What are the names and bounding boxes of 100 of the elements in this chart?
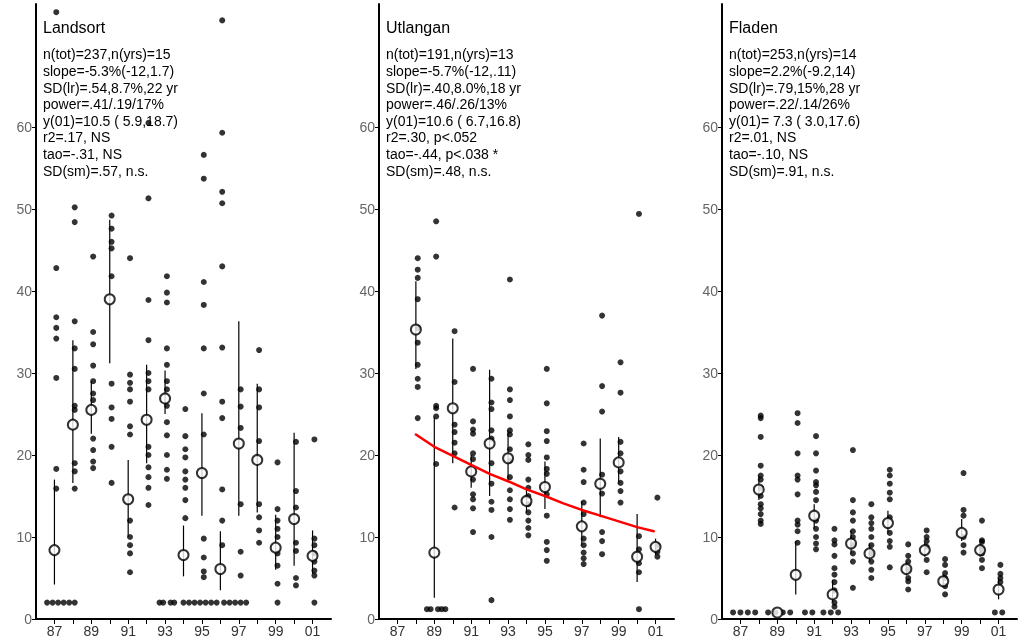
y-tick-label: 60 xyxy=(16,119,33,135)
point xyxy=(177,549,190,562)
text: Fladen xyxy=(729,18,778,36)
annotation: n(tot)=253,n(yrs)=14 xyxy=(729,46,857,63)
y-tick-label: 20 xyxy=(359,447,376,463)
y-tick-label: 40 xyxy=(16,283,33,299)
x-tick-label: 93 xyxy=(500,623,517,639)
y-tick-label: 10 xyxy=(359,529,376,545)
point xyxy=(232,437,245,450)
line-series xyxy=(414,433,655,533)
annotation: n(tot)=237,n(yrs)=15 xyxy=(43,46,171,63)
y-tick-label: 50 xyxy=(359,201,376,217)
annotation: tao=-.10, NS xyxy=(729,145,808,162)
point xyxy=(409,323,422,336)
x-tick-label: 91 xyxy=(120,623,137,639)
point xyxy=(992,583,1005,596)
annotation: SD(sm)=.48, n.s. xyxy=(386,162,492,179)
annotation: slope=-5.7%(-12,.11) xyxy=(386,62,517,79)
y-tick-label: 60 xyxy=(359,119,376,135)
x-tick-label: 93 xyxy=(843,623,860,639)
point xyxy=(122,493,135,506)
text: Landsort xyxy=(43,18,106,36)
text: Utlangan xyxy=(386,18,451,36)
annotation: slope=2.2%(-9.2,14) xyxy=(729,62,856,79)
annotation: r2=.01, NS xyxy=(729,129,797,146)
point xyxy=(594,477,607,490)
y-tick-label: 0 xyxy=(24,611,33,627)
annotation: y(01)= 7.3 ( 3.0,17.6) xyxy=(729,112,861,129)
point xyxy=(845,537,858,550)
y-tick-label: 0 xyxy=(367,611,376,627)
point xyxy=(502,452,515,465)
y-tick-label: 20 xyxy=(16,447,33,463)
point xyxy=(918,544,931,557)
point xyxy=(446,402,459,415)
x-tick-label: 95 xyxy=(880,623,896,639)
point xyxy=(955,526,968,539)
annotation: power=.46/.26/13% xyxy=(386,96,508,113)
point xyxy=(251,453,264,466)
point xyxy=(159,392,172,405)
point xyxy=(538,480,551,493)
y-tick-label: 50 xyxy=(702,201,719,217)
point xyxy=(483,437,496,450)
x-tick-label: 99 xyxy=(953,623,970,639)
point xyxy=(863,547,876,560)
y-tick-label: 60 xyxy=(702,119,719,135)
point xyxy=(288,512,301,525)
point xyxy=(881,517,894,530)
annotation: SD(lr)=.79,15%,28 yr xyxy=(729,79,861,96)
point xyxy=(85,403,98,416)
annotation: tao=-.44, p<.038 * xyxy=(386,145,499,162)
point xyxy=(66,418,79,431)
x-tick-label: 97 xyxy=(917,623,933,639)
point xyxy=(428,546,441,559)
y-tick-label: 30 xyxy=(702,365,719,381)
point xyxy=(900,562,913,575)
point xyxy=(771,606,784,619)
annotation: n(tot)=191,n(yrs)=13 xyxy=(386,46,514,63)
x-tick-label: 99 xyxy=(610,623,627,639)
annotation: y(01)=10.5 ( 5.9,18.7) xyxy=(43,112,179,129)
point xyxy=(306,549,319,562)
point xyxy=(214,562,227,575)
point xyxy=(752,483,765,496)
point xyxy=(140,413,153,426)
annotation: y(01)=10.6 ( 6.7,16.8) xyxy=(386,112,522,129)
y-tick-label: 10 xyxy=(16,529,33,545)
x-tick-label: 01 xyxy=(647,623,664,639)
annotation: SD(lr)=.54,8.7%,22 yr xyxy=(43,79,179,96)
point xyxy=(103,293,116,306)
annotation: SD(lr)=.40,8.0%,18 yr xyxy=(386,79,522,96)
x-tick-label: 95 xyxy=(194,623,210,639)
x-tick-label: 91 xyxy=(463,623,480,639)
x-tick-label: 87 xyxy=(732,623,749,639)
x-tick-label: 99 xyxy=(267,623,284,639)
annotation: power=.41/.19/17% xyxy=(43,96,165,113)
y-tick-label: 50 xyxy=(16,201,33,217)
x-tick-label: 87 xyxy=(46,623,63,639)
x-tick-label: 01 xyxy=(990,623,1007,639)
point xyxy=(937,575,950,588)
point xyxy=(631,550,644,563)
y-tick-label: 10 xyxy=(702,529,719,545)
y-tick-label: 0 xyxy=(710,611,719,627)
point xyxy=(649,540,662,553)
x-tick-label: 97 xyxy=(231,623,247,639)
point xyxy=(48,544,61,557)
point xyxy=(789,568,802,581)
point xyxy=(195,467,208,480)
annotation: r2=.30, p<.052 xyxy=(386,129,478,146)
x-tick-label: 95 xyxy=(537,623,553,639)
point xyxy=(974,544,987,557)
point xyxy=(575,520,588,533)
x-tick-label: 89 xyxy=(83,623,100,639)
annotation: slope=-5.3%(-12,1.7) xyxy=(43,62,175,79)
x-tick-label: 89 xyxy=(769,623,786,639)
x-tick-label: 01 xyxy=(304,623,321,639)
y-tick-label: 20 xyxy=(702,447,719,463)
annotation: tao=-.31, NS xyxy=(43,145,122,162)
point xyxy=(520,494,533,507)
y-tick-label: 40 xyxy=(359,283,376,299)
x-tick-label: 97 xyxy=(574,623,590,639)
point xyxy=(612,456,625,469)
